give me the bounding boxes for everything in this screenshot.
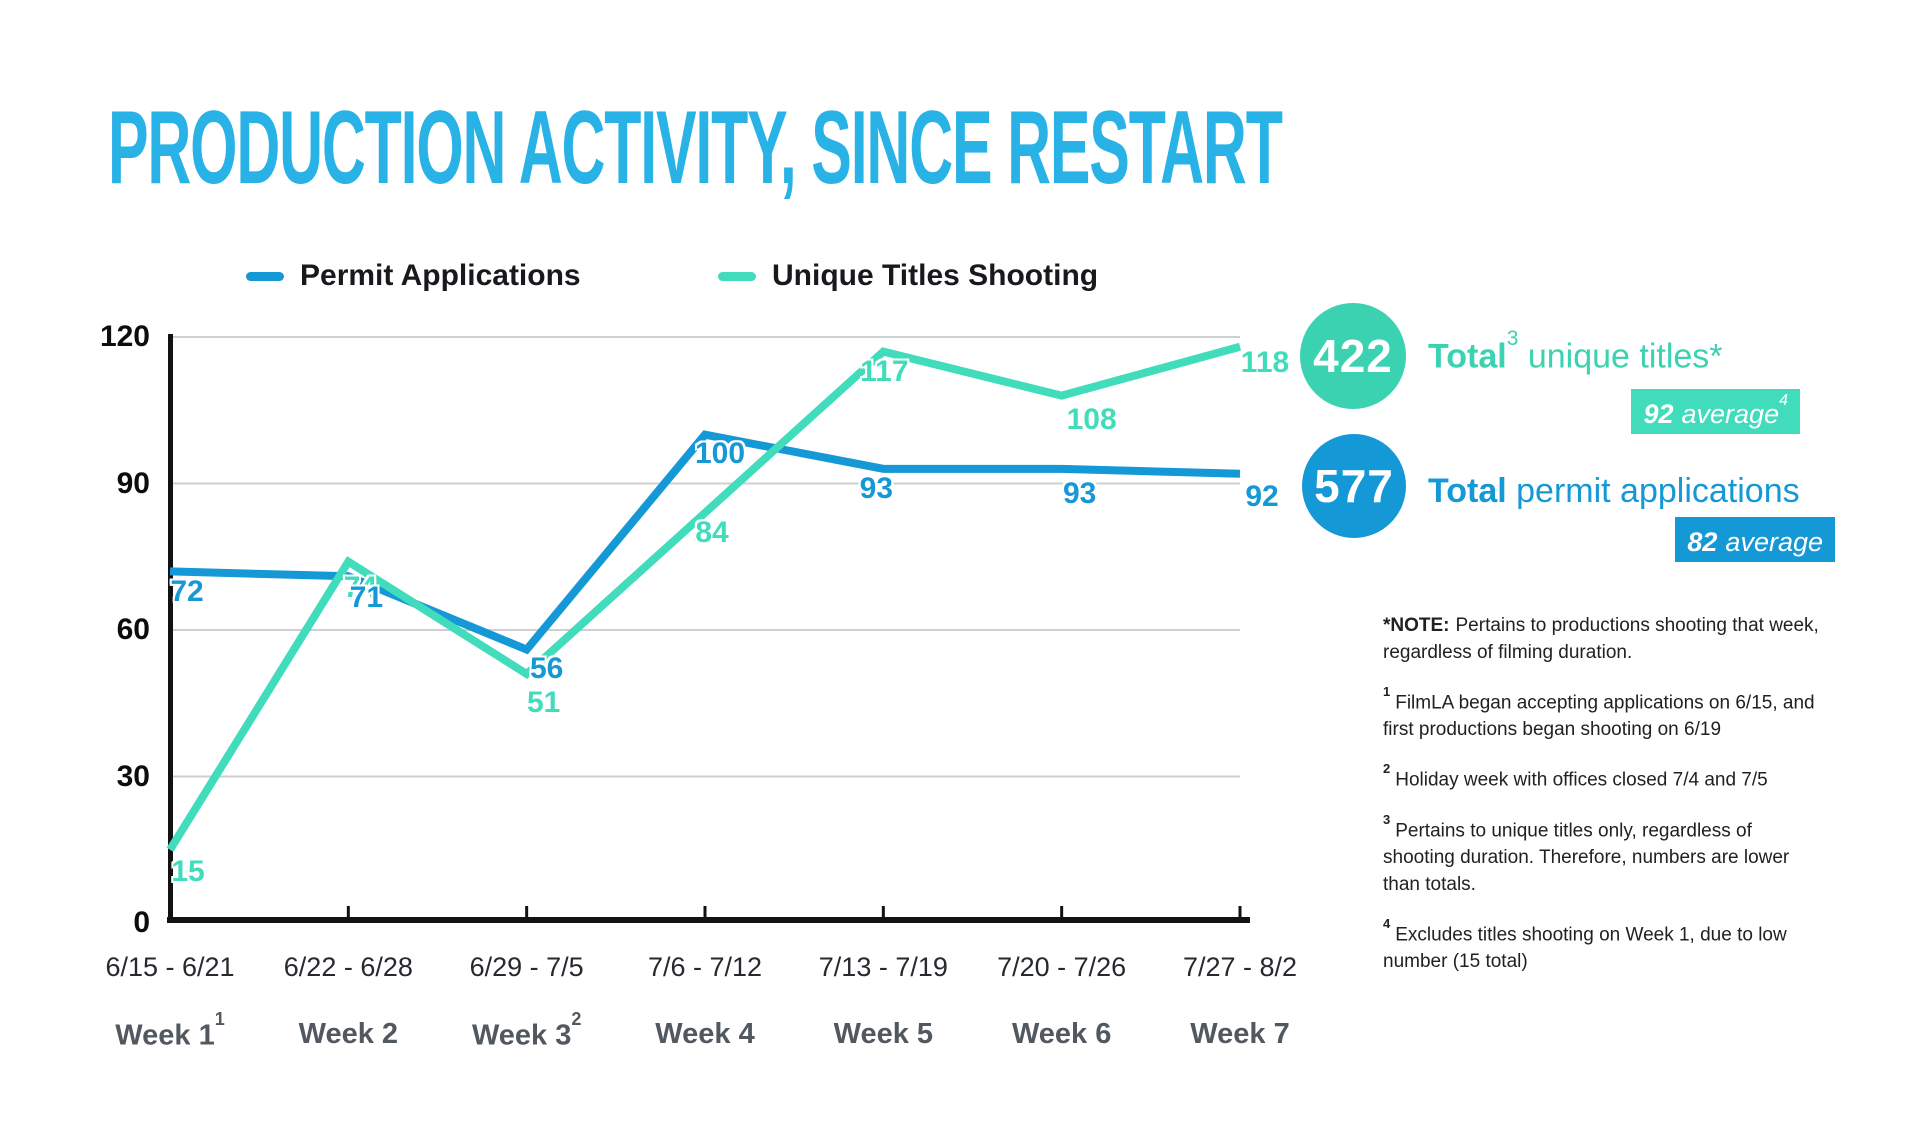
legend-label-permit-applications: Permit Applications xyxy=(300,259,581,292)
x-axis-date-label: 7/20 - 7/26 xyxy=(997,952,1127,982)
x-axis-week-label: Week 32 xyxy=(471,1009,582,1052)
footnote: 2Holiday week with offices closed 7/4 an… xyxy=(1383,761,1768,791)
footnote: 1FilmLA began accepting applications on … xyxy=(1383,684,1815,741)
footnotes: *NOTE: Pertains to productions shooting t… xyxy=(1383,612,1861,992)
y-axis-label: 120 xyxy=(99,320,150,353)
x-axis-date-label: 7/13 - 7/19 xyxy=(818,952,948,982)
data-point-label-unique-titles-shooting: 118 xyxy=(1240,345,1290,379)
y-axis-label: 60 xyxy=(116,613,150,646)
line-chart-plot xyxy=(166,334,1250,923)
legend-swatch-unique-titles xyxy=(718,271,756,281)
permit-applications-average-badge: 82 average xyxy=(1675,517,1835,562)
page-title-main: PRODUCTION ACTIVITY, xyxy=(108,90,797,206)
data-point-label-unique-titles-shooting: 51 xyxy=(526,685,561,719)
x-axis-date-label: 6/22 - 6/28 xyxy=(283,952,413,982)
data-point-label-permit-applications: 92 xyxy=(1245,479,1279,513)
unique-titles-average-badge: 92 average4 xyxy=(1631,389,1800,434)
x-axis-date-label: 7/6 - 7/12 xyxy=(647,952,763,982)
footnote: 3Pertains to unique titles only, regardl… xyxy=(1383,811,1790,895)
y-axis-label: 0 xyxy=(133,906,150,939)
data-point-label-unique-titles-shooting: 84 xyxy=(695,515,729,549)
total-permit-applications-circle: 577 xyxy=(1302,434,1406,538)
data-point-label-permit-applications: 71 xyxy=(349,581,384,615)
data-point-label-permit-applications: 72 xyxy=(170,575,204,609)
data-point-label-unique-titles-shooting: 117 xyxy=(860,354,909,388)
x-axis-date-label: 6/29 - 7/5 xyxy=(469,952,584,982)
y-axis-label: 90 xyxy=(116,466,150,500)
legend-swatch-permit-applications xyxy=(246,271,284,281)
x-axis-week-label: Week 11 xyxy=(115,1009,225,1052)
legend-item-permit-applications: Permit Applications xyxy=(246,256,581,296)
page-title: PRODUCTION ACTIVITY, SINCE RESTART xyxy=(108,96,1283,200)
data-point-label-unique-titles-shooting: 15 xyxy=(171,854,205,888)
page-title-sub: SINCE RESTART xyxy=(795,90,1283,206)
total-unique-titles-label: Total3 unique titles* xyxy=(1428,327,1723,376)
x-axis-date-label: 6/15 - 6/21 xyxy=(105,952,235,982)
data-point-label-permit-applications: 93 xyxy=(1062,476,1097,510)
data-point-label-unique-titles-shooting: 74 xyxy=(343,570,378,604)
legend-item-unique-titles: Unique Titles Shooting xyxy=(718,256,1098,296)
x-axis-week-label: Week 6 xyxy=(1011,1018,1112,1050)
data-point-label-permit-applications: 100 xyxy=(694,436,746,470)
total-permit-applications-label: Total permit applications xyxy=(1428,472,1800,510)
series-line-permit-applications xyxy=(169,430,1241,655)
data-point-label-permit-applications: 93 xyxy=(859,471,894,505)
x-axis-week-label: Week 7 xyxy=(1190,1018,1290,1050)
x-axis-week-label: Week 5 xyxy=(833,1018,934,1050)
x-axis-date-label: 7/27 - 8/2 xyxy=(1182,952,1298,982)
x-axis-week-label: Week 2 xyxy=(298,1018,399,1050)
total-unique-titles-circle: 422 xyxy=(1300,303,1406,409)
data-point-label-permit-applications: 56 xyxy=(529,651,564,685)
footnote: 4Excludes titles shooting on Week 1, due… xyxy=(1383,915,1787,973)
data-point-label-unique-titles-shooting: 108 xyxy=(1066,402,1117,436)
footnote: *NOTE: Pertains to productions shooting t… xyxy=(1383,615,1819,663)
series-line-unique-titles-shooting xyxy=(166,342,1242,852)
y-axis-label: 30 xyxy=(116,759,150,793)
x-axis-week-label: Week 4 xyxy=(655,1018,755,1050)
legend-label-unique-titles: Unique Titles Shooting xyxy=(772,259,1099,292)
